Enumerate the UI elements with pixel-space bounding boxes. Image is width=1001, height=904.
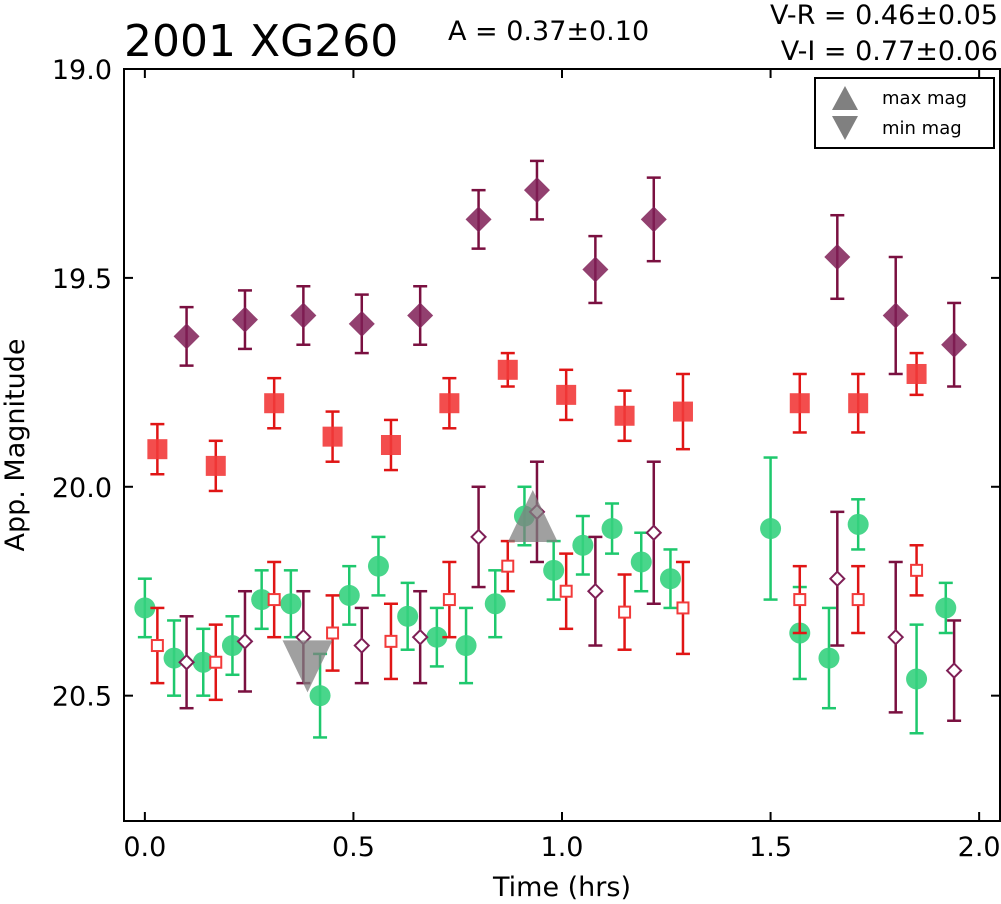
data-point-square: [497, 359, 518, 380]
data-point-square-open: [209, 655, 223, 669]
data-point-diamond-open: [828, 570, 846, 588]
data-point-square: [906, 363, 927, 384]
data-point-square: [614, 405, 635, 426]
data-point-diamond-open: [236, 632, 254, 650]
data-point-square-open: [501, 559, 515, 573]
data-point-diamond: [173, 323, 200, 350]
data-point-circle: [367, 555, 389, 577]
data-point-square-open: [267, 593, 281, 607]
data-point-square: [848, 393, 869, 414]
data-point-square: [672, 401, 693, 422]
data-point-diamond-open: [411, 628, 429, 646]
data-point-square-open: [384, 634, 398, 648]
data-point-diamond-open: [645, 524, 663, 542]
data-point-square-open: [851, 593, 865, 607]
data-point-circle: [630, 551, 652, 573]
data-point-diamond: [231, 306, 258, 333]
data-point-diamond: [523, 177, 550, 204]
chart-title: 2001 XG260: [124, 16, 398, 67]
legend-min-mag-label: min mag: [882, 118, 962, 139]
data-point-diamond: [290, 302, 317, 329]
data-point-circle: [280, 593, 302, 615]
data-point-circle: [192, 651, 214, 673]
y-tick-label: 20.5: [52, 682, 112, 713]
data-point-circle: [455, 635, 477, 657]
data-point-diamond: [348, 310, 375, 337]
vr-color-annotation: V-R = 0.46±0.05: [770, 0, 998, 31]
legend: max mag min mag: [814, 77, 995, 149]
plot-frame: [123, 68, 1001, 822]
data-point-square: [789, 393, 810, 414]
data-point-circle: [818, 647, 840, 669]
data-point-diamond: [465, 206, 492, 233]
data-point-circle: [426, 626, 448, 648]
data-point-square: [264, 393, 285, 414]
data-point-diamond-open: [887, 628, 905, 646]
data-point-square: [380, 435, 401, 455]
x-axis: 0.0 0.5 1.0 1.5 2.0: [123, 69, 1001, 863]
x-tick-label: 2.0: [958, 832, 1001, 863]
data-point-diamond-open: [470, 528, 487, 546]
x-tick-label: 0.5: [332, 832, 375, 863]
data-point-diamond-open: [178, 653, 195, 671]
data-point-square-open: [793, 593, 807, 607]
data-point-square: [556, 384, 577, 405]
y-tick-label: 20.0: [52, 473, 112, 504]
data-point-circle: [572, 534, 594, 556]
data-point-square: [439, 393, 460, 414]
amplitude-annotation: A = 0.37±0.10: [448, 16, 649, 47]
data-point-square: [205, 455, 226, 476]
data-point-square-open: [559, 584, 573, 598]
data-point-circle: [134, 597, 156, 619]
data-point-diamond: [824, 244, 851, 270]
data-point-square-open: [618, 605, 632, 619]
data-point-diamond: [582, 256, 609, 283]
data-point-square-open: [676, 601, 690, 615]
data-point-circle: [484, 593, 506, 615]
legend-min-mag-marker: [832, 116, 858, 140]
y-axis: 19.0 19.5 20.0 20.5: [52, 55, 1000, 713]
x-tick-label: 1.5: [749, 832, 792, 863]
data-point-circle: [309, 685, 331, 707]
data-point-circle: [935, 597, 957, 619]
data-point-diamond: [407, 302, 434, 329]
data-layer: [134, 159, 968, 739]
data-point-circle: [659, 568, 681, 590]
x-tick-label: 1.0: [541, 832, 584, 863]
data-point-circle: [397, 605, 419, 627]
data-point-diamond: [941, 331, 968, 358]
y-tick-label: 19.5: [52, 264, 112, 295]
extrema-layer: [282, 490, 558, 693]
min-mag-marker: [282, 640, 333, 693]
data-point-circle: [847, 513, 869, 535]
data-point-square-open: [150, 639, 164, 653]
data-point-diamond: [882, 302, 909, 329]
data-point-square: [322, 426, 343, 447]
data-point-diamond-open: [945, 662, 963, 680]
max-mag-marker: [507, 490, 558, 543]
vi-color-annotation: V-I = 0.77±0.06: [781, 36, 998, 67]
data-point-diamond-open: [353, 637, 371, 654]
data-point-circle: [760, 518, 782, 540]
x-tick-label: 0.0: [123, 832, 166, 863]
y-axis-label: App. Magnitude: [0, 339, 31, 552]
legend-max-mag-marker: [832, 86, 858, 110]
legend-max-mag-label: max mag: [882, 88, 967, 109]
data-point-circle: [251, 589, 273, 611]
data-point-diamond-open: [586, 582, 604, 600]
data-point-square-open: [910, 563, 924, 577]
data-point-circle: [601, 518, 623, 540]
data-point-square: [147, 439, 168, 460]
data-point-circle: [338, 584, 360, 606]
y-tick-label: 19.0: [52, 55, 112, 86]
data-point-square-open: [442, 593, 456, 607]
data-point-circle: [543, 559, 565, 581]
data-point-circle: [906, 668, 928, 690]
x-axis-label: Time (hrs): [492, 872, 631, 903]
data-point-diamond: [640, 206, 667, 233]
data-point-square-open: [326, 626, 340, 640]
